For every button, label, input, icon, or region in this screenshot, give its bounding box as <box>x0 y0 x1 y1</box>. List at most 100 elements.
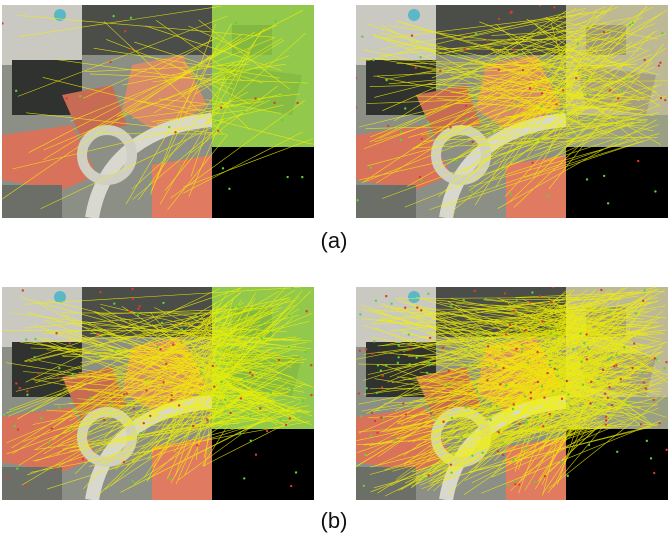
keypoint <box>623 346 625 348</box>
keypoint <box>529 301 531 303</box>
keypoint <box>170 399 172 401</box>
keypoint <box>427 474 429 476</box>
keypoint <box>424 477 426 479</box>
keypoint <box>82 458 84 460</box>
keypoint <box>301 400 303 402</box>
keypoint <box>206 419 208 421</box>
keypoint <box>137 132 139 134</box>
keypoint <box>83 410 85 412</box>
keypoint <box>394 438 396 440</box>
keypoint <box>162 381 164 383</box>
keypoint <box>370 434 372 436</box>
keypoint <box>426 372 428 374</box>
keypoint <box>376 392 378 394</box>
keypoint <box>611 404 613 406</box>
keypoint <box>498 18 500 20</box>
keypoint <box>478 331 480 333</box>
keypoint <box>586 78 588 80</box>
keypoint <box>575 77 577 79</box>
keypoint <box>633 342 635 344</box>
keypoint <box>57 377 59 379</box>
keypoint <box>427 293 429 295</box>
keypoint <box>380 369 382 371</box>
keypoint <box>404 307 406 309</box>
keypoint <box>447 383 449 385</box>
keypoint <box>296 102 298 104</box>
keypoint <box>580 361 582 363</box>
keypoint <box>431 399 433 401</box>
keypoint <box>590 381 592 383</box>
keypoint <box>531 291 533 293</box>
keypoint <box>626 402 628 404</box>
keypoint <box>178 165 180 167</box>
keypoint <box>181 328 183 330</box>
keypoint <box>509 324 511 326</box>
keypoint <box>510 193 512 195</box>
keypoint <box>112 15 114 17</box>
keypoint <box>510 109 512 111</box>
keypoint <box>502 454 504 456</box>
keypoint <box>415 357 417 359</box>
keypoint <box>174 131 176 133</box>
keypoint <box>515 102 517 104</box>
keypoint <box>540 105 542 107</box>
keypoint <box>505 333 507 335</box>
keypoint <box>533 481 535 483</box>
keypoint <box>486 379 488 381</box>
keypoint <box>240 397 242 399</box>
keypoint <box>255 454 257 456</box>
keypoint <box>359 313 361 315</box>
keypoint <box>462 299 464 301</box>
keypoint <box>562 89 564 91</box>
keypoint <box>455 159 457 161</box>
keypoint <box>301 176 303 178</box>
keypoint <box>524 395 526 397</box>
keypoint <box>635 312 637 314</box>
keypoint <box>132 480 134 482</box>
keypoint <box>355 106 357 108</box>
keypoint <box>530 397 532 399</box>
keypoint <box>229 412 231 414</box>
keypoint <box>1 22 3 24</box>
keypoint <box>149 415 151 417</box>
keypoint <box>522 69 524 71</box>
keypoint <box>371 352 373 354</box>
keypoint <box>427 121 429 123</box>
keypoint <box>251 374 253 376</box>
keypoint <box>549 413 551 415</box>
keypoint <box>145 389 147 391</box>
keypoint <box>473 290 475 292</box>
keypoint <box>13 425 15 427</box>
keypoint <box>132 298 134 300</box>
keypoint <box>552 390 554 392</box>
keypoint <box>439 70 441 72</box>
keypoint <box>498 69 500 71</box>
keypoint <box>420 309 422 311</box>
keypoint <box>536 351 538 353</box>
keypoint <box>507 484 509 486</box>
keypoint <box>498 307 500 309</box>
keypoint <box>217 129 219 131</box>
keypoint <box>620 378 622 380</box>
keypoint <box>285 424 287 426</box>
keypoint <box>541 320 543 322</box>
keypoint <box>419 176 421 178</box>
keypoint <box>498 431 500 433</box>
keypoint <box>448 370 450 372</box>
keypoint <box>586 358 588 360</box>
keypoint <box>512 459 514 461</box>
keypoint <box>178 404 180 406</box>
keypoint <box>421 138 423 140</box>
keypoint <box>22 289 24 291</box>
keypoint <box>541 385 543 387</box>
keypoint <box>512 48 514 50</box>
keypoint <box>576 43 578 45</box>
keypoint <box>536 416 538 418</box>
keypoint <box>665 361 667 363</box>
overlay <box>212 5 314 147</box>
keypoint <box>569 405 571 407</box>
keypoint <box>273 102 275 104</box>
keypoint <box>640 423 642 425</box>
keypoint <box>658 65 660 67</box>
keypoint <box>123 461 125 463</box>
